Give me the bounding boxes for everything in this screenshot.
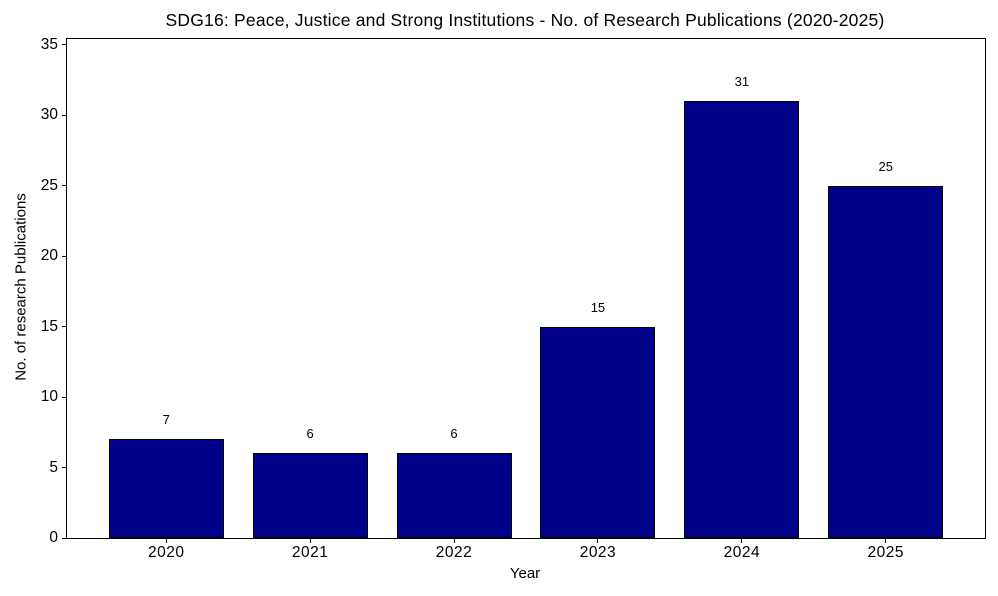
y-tick-label: 5 (49, 458, 58, 476)
x-tick-mark (597, 538, 599, 543)
x-tick-label: 2021 (291, 544, 329, 561)
y-tick-label: 35 (40, 35, 58, 53)
bar (540, 326, 656, 538)
x-axis-label: Year (509, 565, 541, 582)
x-tick-label: 2022 (435, 544, 473, 561)
x-tick-label: 2023 (579, 544, 617, 561)
y-tick-mark (62, 467, 67, 469)
bar (108, 439, 224, 538)
bar-value-label: 31 (734, 74, 750, 90)
y-tick-mark (62, 326, 67, 328)
y-tick-mark (62, 44, 67, 46)
bar-value-label: 6 (450, 426, 458, 442)
y-tick-label: 25 (40, 176, 58, 194)
y-axis-label: No. of research Publications (12, 193, 30, 381)
x-tick-mark (309, 538, 311, 543)
bar-value-label: 6 (306, 426, 314, 442)
x-tick-mark (741, 538, 743, 543)
y-tick-mark (62, 396, 67, 398)
x-tick-label: 2025 (867, 544, 904, 561)
y-tick-label: 30 (40, 106, 58, 124)
chart-title: SDG16: Peace, Justice and Strong Institu… (165, 10, 885, 30)
y-tick-mark (62, 255, 67, 257)
y-tick-mark (62, 185, 67, 187)
y-tick-label: 20 (40, 247, 58, 265)
x-tick-mark (165, 538, 167, 543)
x-tick-label: 2024 (723, 544, 761, 561)
y-tick-label: 10 (40, 388, 58, 406)
x-tick-mark (885, 538, 887, 543)
bar (684, 101, 800, 538)
plot-area: 7 2020 6 2021 6 2022 15 2023 31 2024 25 2025 0 5 10 15 2… (41, 36, 986, 561)
y-tick-mark (62, 114, 67, 116)
y-tick-label: 15 (40, 317, 58, 335)
bar-value-label: 25 (878, 158, 893, 174)
bar (396, 453, 512, 538)
y-tick-label: 0 (49, 529, 58, 546)
bar-value-label: 7 (162, 412, 170, 428)
bar-value-label: 15 (590, 299, 606, 315)
x-tick-mark (453, 538, 455, 543)
y-tick-mark (62, 537, 67, 539)
bar (828, 185, 944, 538)
bar (252, 453, 368, 538)
x-tick-label: 2020 (148, 544, 185, 561)
